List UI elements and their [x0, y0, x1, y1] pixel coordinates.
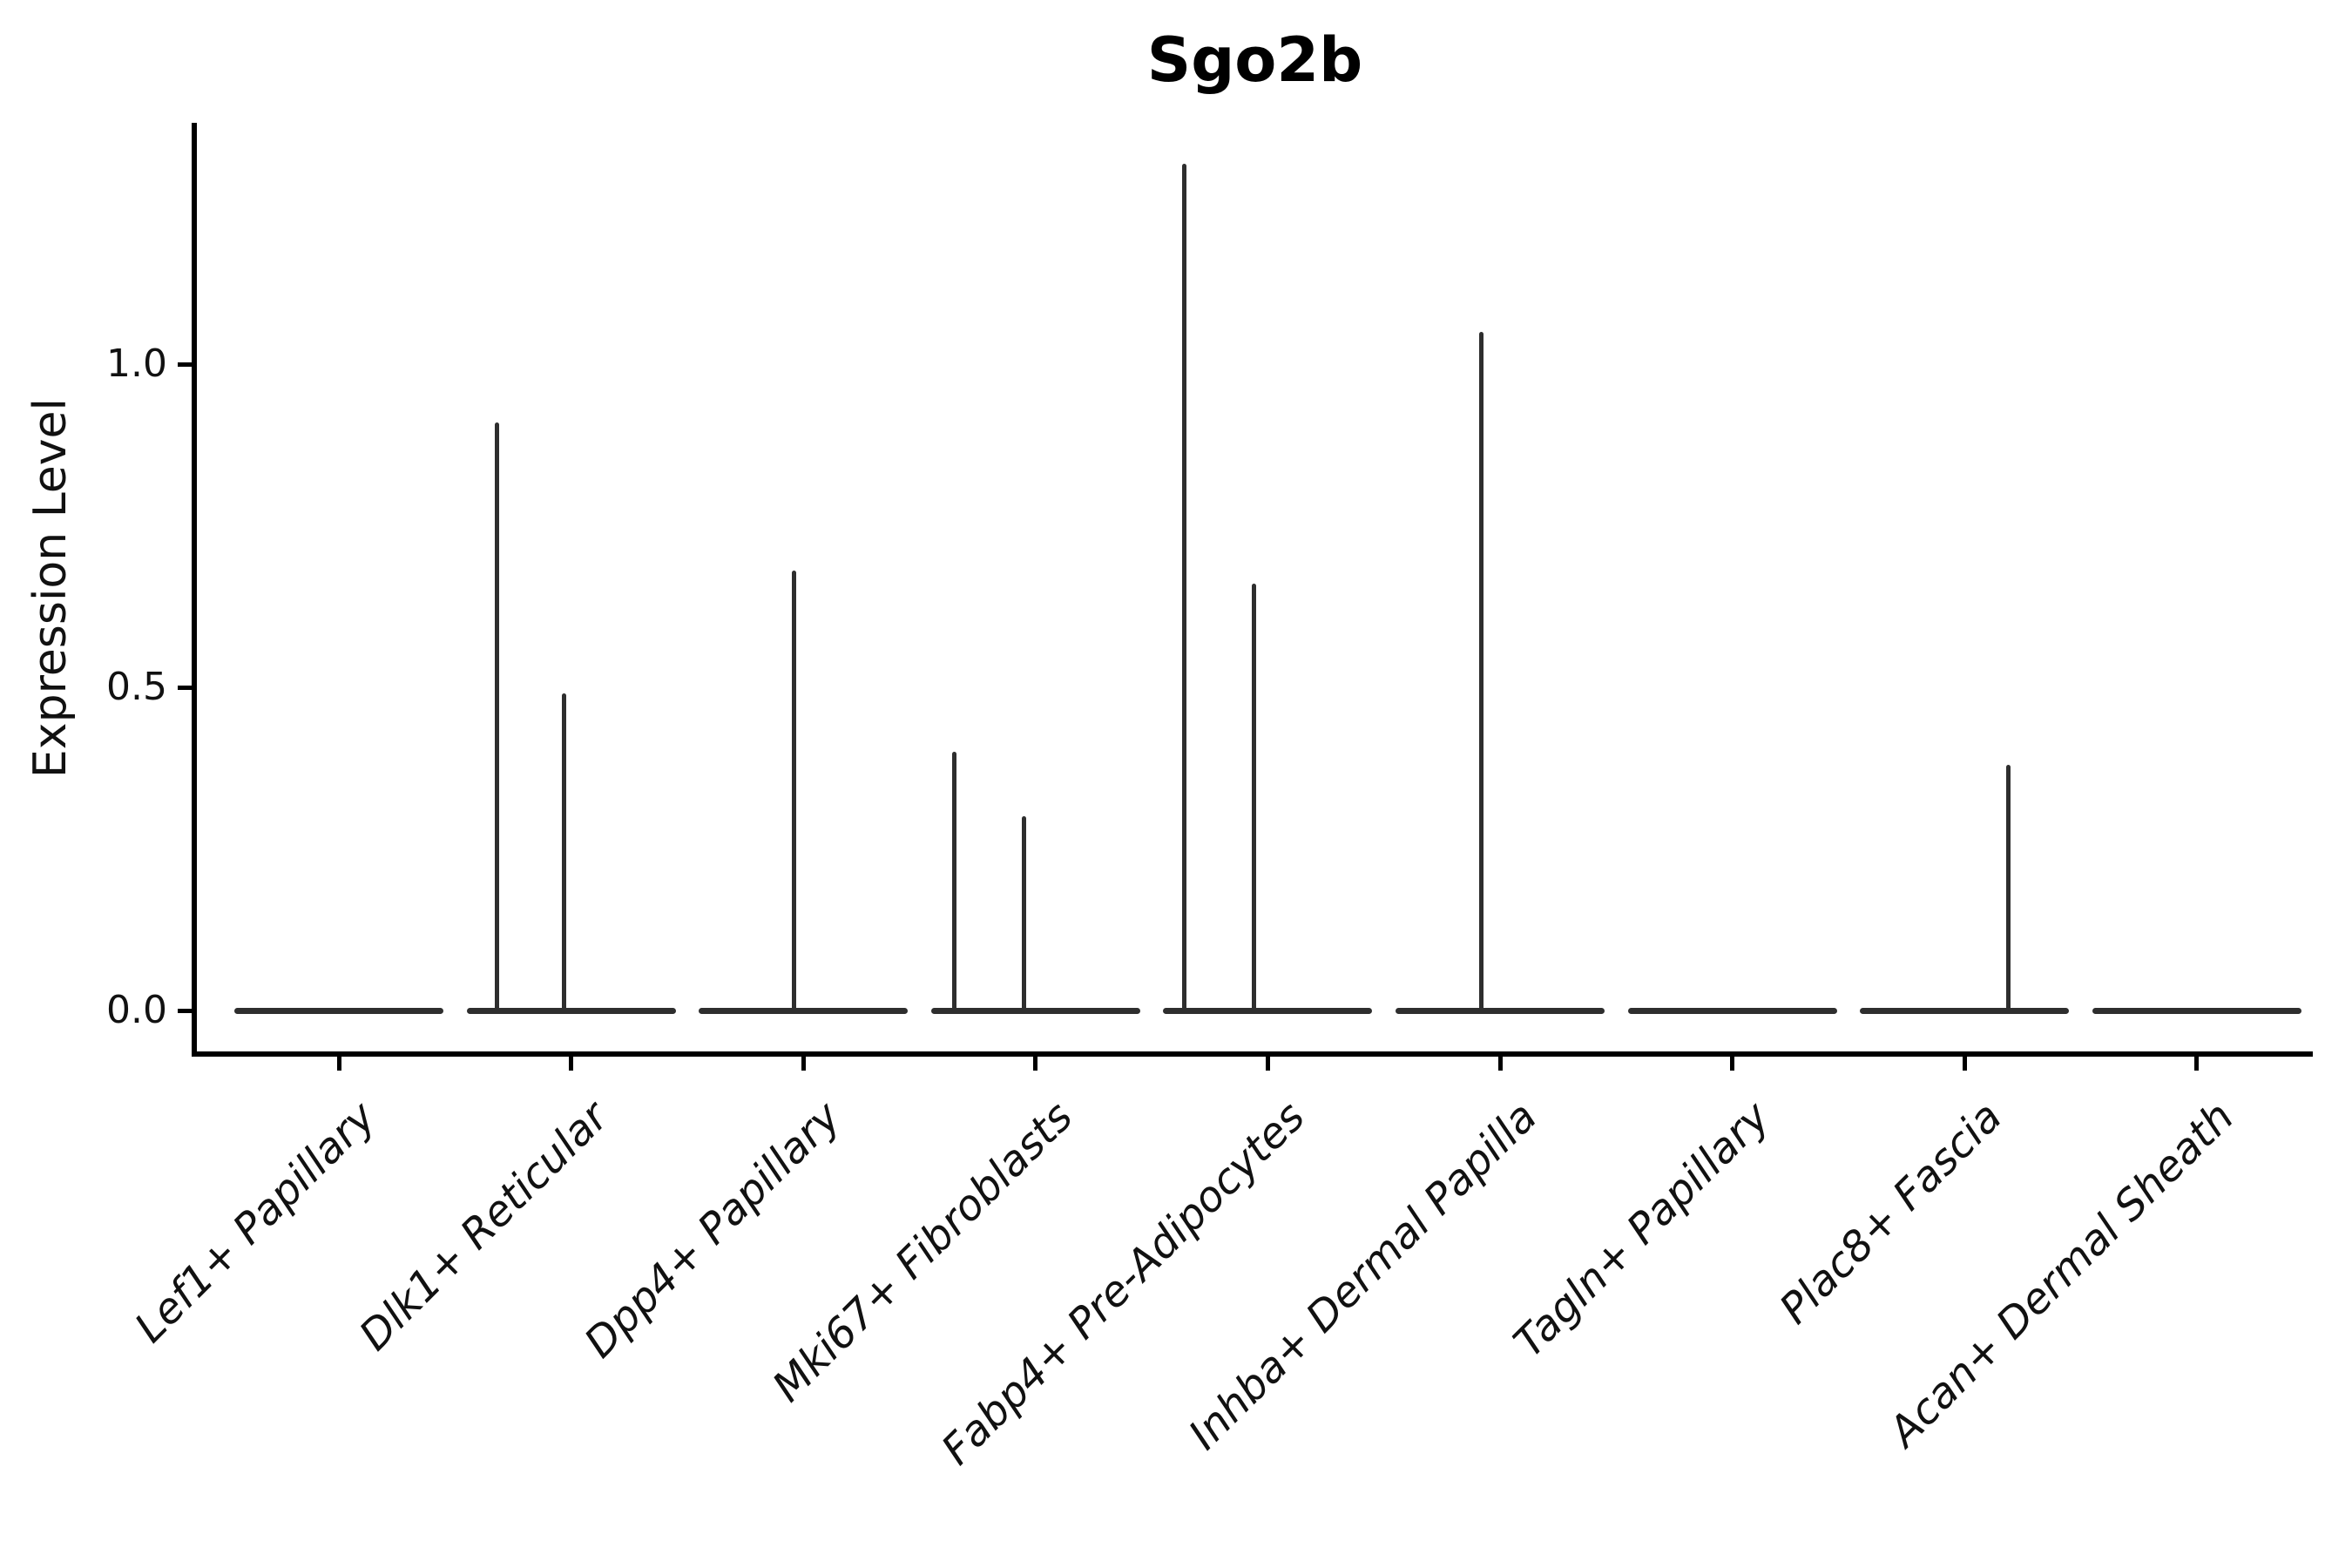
violin-spike	[792, 571, 797, 1013]
y-axis-label: Expression Level	[9, 123, 92, 1054]
x-tick	[1265, 1057, 1270, 1071]
x-axis-spine	[192, 1051, 2313, 1057]
x-tick-label: Dlk1+ Reticular	[350, 1092, 618, 1361]
y-tick	[178, 362, 192, 367]
x-tick	[1730, 1057, 1735, 1071]
y-axis-label-text: Expression Level	[24, 398, 77, 779]
x-tick-label: Dpp4+ Papillary	[575, 1092, 850, 1368]
violin-spike	[1479, 331, 1484, 1013]
x-tick-label: Plac8+ Fascia	[1770, 1092, 2011, 1334]
x-tick	[801, 1057, 806, 1071]
x-tick	[336, 1057, 341, 1071]
violin-spike	[562, 693, 567, 1013]
violin-baseline	[1627, 1008, 1837, 1014]
y-tick-label: 0.5	[106, 665, 167, 709]
violin-baseline	[699, 1008, 909, 1014]
y-tick-label: 0.0	[106, 988, 167, 1032]
y-tick	[178, 1008, 192, 1013]
violin-baseline	[466, 1008, 676, 1014]
violin-spike	[494, 422, 499, 1013]
violin-spike	[1181, 163, 1186, 1013]
x-tick-label: Tagln+ Papillary	[1504, 1092, 1780, 1368]
violin-spike	[951, 752, 956, 1013]
violin-spike	[1251, 584, 1256, 1013]
violin-baseline	[234, 1008, 443, 1014]
x-tick	[2194, 1057, 2200, 1071]
x-tick	[1962, 1057, 1967, 1071]
violin-baseline	[1860, 1008, 2070, 1014]
x-tick	[1497, 1057, 1503, 1071]
x-tick	[569, 1057, 574, 1071]
x-tick-label: Lef1+ Papillary	[125, 1092, 386, 1353]
violin-baseline	[2092, 1008, 2301, 1014]
y-axis-spine	[192, 123, 197, 1057]
violin-spike	[1021, 816, 1026, 1013]
y-tick-label: 1.0	[106, 341, 167, 386]
violin-baseline	[1163, 1008, 1373, 1014]
violin-baseline	[930, 1008, 1140, 1014]
violin-baseline	[1396, 1008, 1605, 1014]
x-tick	[1033, 1057, 1038, 1071]
y-tick	[178, 685, 192, 690]
violin-spike	[2006, 765, 2011, 1013]
chart-title: Sgo2b	[1146, 24, 1363, 96]
